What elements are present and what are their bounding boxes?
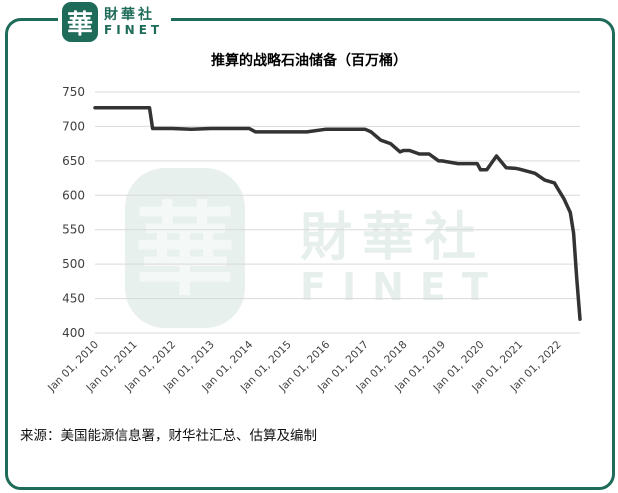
watermark-name-en: FINET [300,265,504,309]
finet-logo: 華 財華社 FINET [58,2,172,42]
y-axis: 400 450 500 550 600 650 700 750 [62,85,85,340]
gridlines [95,91,580,334]
y-tick-label: 450 [62,292,85,306]
watermark-badge [125,168,245,328]
y-tick-label: 400 [62,326,85,340]
y-tick-label: 700 [62,119,85,133]
watermark: 華 財華社 FINET [125,168,504,328]
chart-title: 推算的战略石油储备（百万桶） [211,53,407,69]
y-tick-label: 600 [62,188,85,202]
y-tick-label: 750 [62,85,85,99]
source-note: 来源：美国能源信息署，财华社汇总、估算及编制 [20,428,317,444]
y-tick-label: 650 [62,154,85,168]
chart-frame [5,18,615,490]
y-tick-label: 550 [62,223,85,237]
logo-name-cn: 財華社 [104,7,155,23]
logo-text: 財華社 FINET [104,8,163,36]
logo-glyph-icon: 華 [62,2,98,42]
series-line [93,106,582,321]
watermark-glyph: 華 [135,191,235,309]
watermark-name-cn: 財華社 [300,208,486,268]
y-tick-label: 500 [62,257,85,271]
logo-name-en: FINET [104,23,164,37]
